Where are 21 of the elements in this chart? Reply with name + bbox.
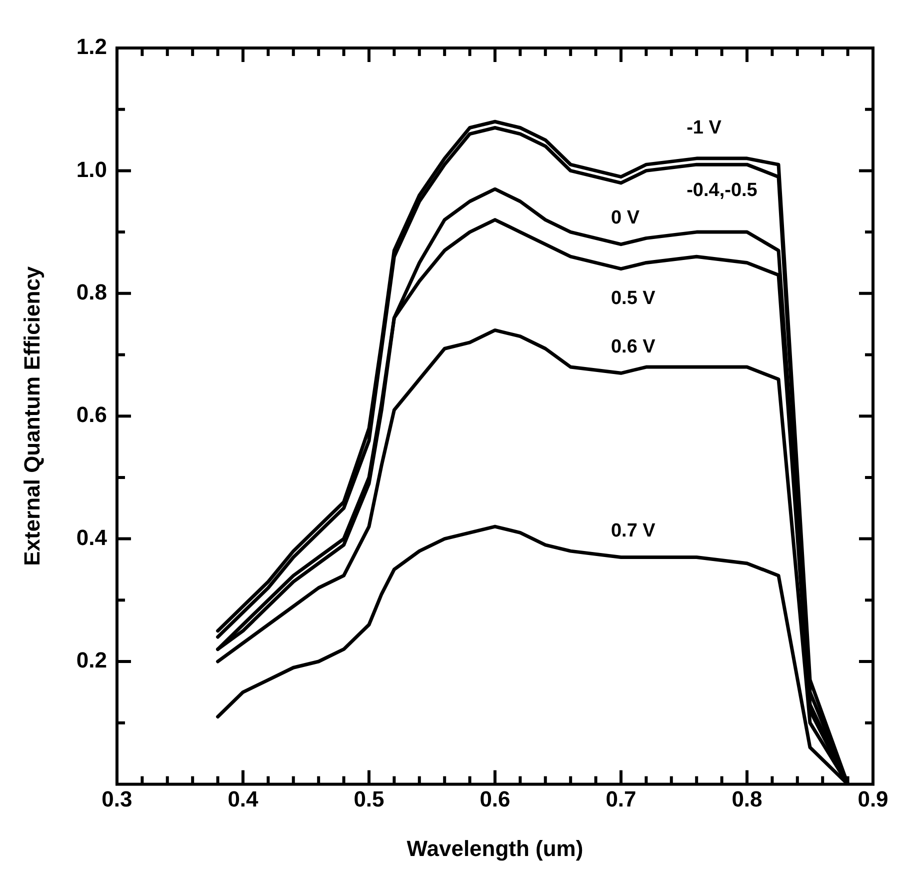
series-label: 0.7 V [610,520,656,542]
series-label: -1 V [686,118,722,139]
series-label: 0.6 V [610,336,656,358]
x-tick-label: 0.3 [102,786,132,812]
series-label: -0.4,-0.5 [686,180,758,201]
series-label: 0.5 V [610,288,656,310]
x-axis-title: Wavelength (um) [406,836,584,861]
x-tick-label: 0.9 [858,786,888,812]
y-tick-label: 1.0 [76,156,107,182]
y-tick-label: 0.2 [76,648,107,673]
y-axis-title: External Quantum Efficiency [19,266,44,566]
series-label: 0 V [610,208,640,229]
x-tick-label: 0.5 [354,786,384,812]
x-tick-label: 0.7 [606,786,636,812]
y-tick-label: 0.4 [76,524,108,550]
y-tick-label: 0.6 [76,402,107,428]
y-tick-label: 1.2 [76,34,107,60]
y-tick-label: 0.8 [76,279,107,304]
x-tick-label: 0.4 [228,786,260,812]
x-tick-label: 0.6 [480,786,510,812]
x-tick-label: 0.8 [732,786,762,812]
